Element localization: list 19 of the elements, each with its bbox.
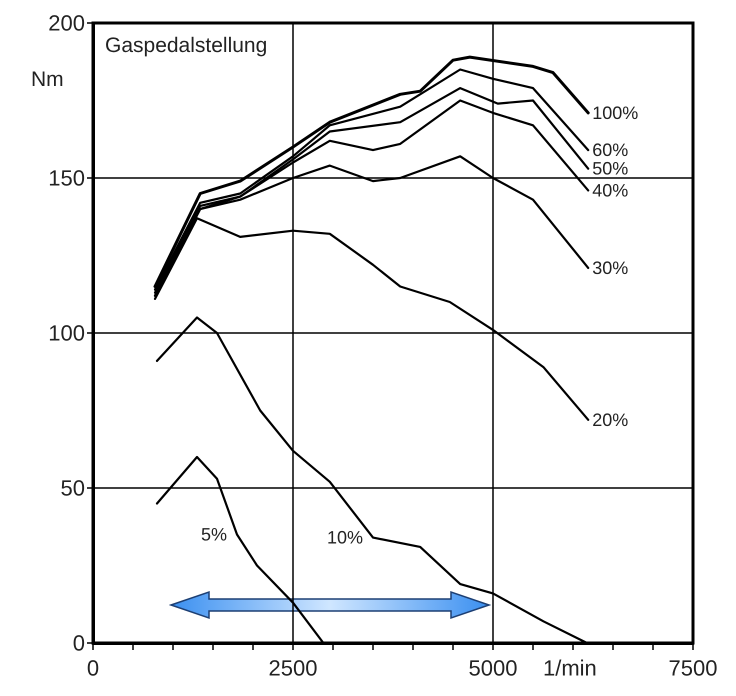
annotation: Gaspedalstellung xyxy=(105,34,268,57)
series-label: 40% xyxy=(592,180,628,200)
series-label: 60% xyxy=(592,140,628,160)
x-tick-label: 2500 xyxy=(268,656,318,680)
x-tick-label: 5000 xyxy=(468,656,518,680)
y-axis-title: Nm xyxy=(31,68,64,91)
series-label: 20% xyxy=(592,410,628,430)
y-tick-label: 100 xyxy=(48,320,85,346)
x-axis-title: 1/min xyxy=(543,656,597,680)
x-tick-label: 7500 xyxy=(668,656,718,680)
y-tick-label: 150 xyxy=(48,166,85,190)
series-label: 5% xyxy=(200,524,227,544)
series-label: 50% xyxy=(592,158,628,179)
y-tick-label: 50 xyxy=(60,476,85,500)
series-label: 10% xyxy=(326,528,363,548)
y-tick-label: 0 xyxy=(72,630,85,656)
y-tick-label: 200 xyxy=(48,10,85,36)
series-label: 30% xyxy=(592,258,628,278)
series-label: 100% xyxy=(592,102,638,123)
